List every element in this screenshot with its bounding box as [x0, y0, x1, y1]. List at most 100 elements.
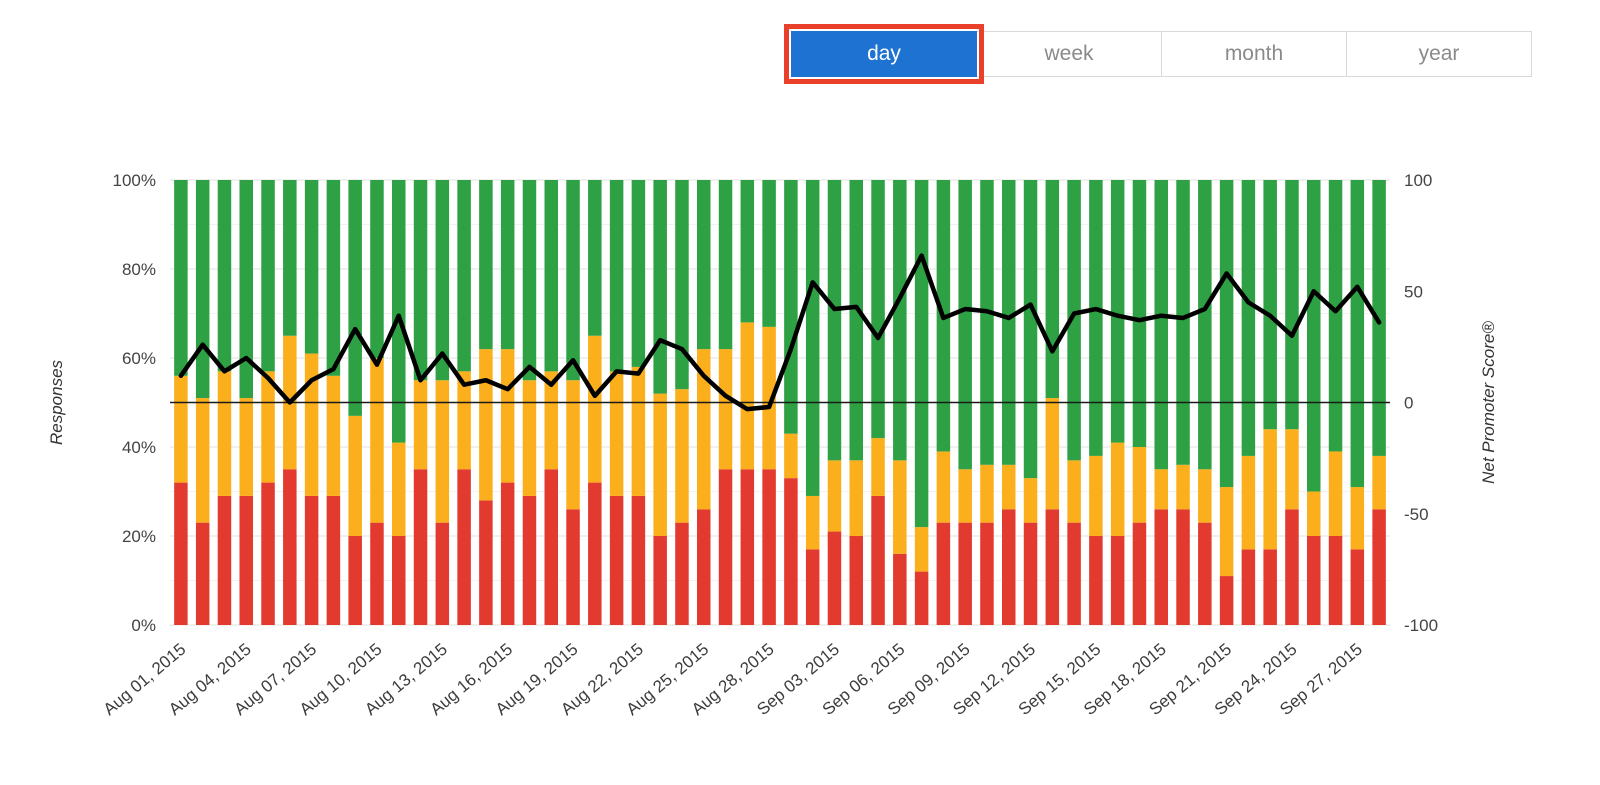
bar-passives[interactable]: [195, 398, 210, 523]
bar-detractors[interactable]: [1219, 576, 1234, 625]
bar-promoters[interactable]: [609, 180, 624, 372]
bar-promoters[interactable]: [1307, 180, 1321, 492]
bar-passives[interactable]: [1002, 464, 1016, 510]
bar-passives[interactable]: [675, 389, 689, 523]
bar-detractors[interactable]: [1002, 509, 1016, 625]
bar-detractors[interactable]: [631, 495, 646, 625]
bar-promoters[interactable]: [914, 180, 929, 528]
interval-button-day[interactable]: day: [784, 24, 984, 84]
bar-passives[interactable]: [326, 375, 341, 496]
bar-promoters[interactable]: [871, 180, 885, 439]
bar-passives[interactable]: [304, 353, 319, 496]
bar-passives[interactable]: [1023, 478, 1038, 523]
bar-detractors[interactable]: [1045, 509, 1060, 625]
bar-detractors[interactable]: [609, 495, 624, 625]
bar-passives[interactable]: [1285, 429, 1299, 510]
bar-promoters[interactable]: [1002, 180, 1016, 465]
bar-detractors[interactable]: [718, 469, 733, 625]
bar-promoters[interactable]: [1045, 180, 1060, 399]
bar-detractors[interactable]: [1154, 509, 1169, 625]
bar-detractors[interactable]: [871, 495, 885, 625]
bar-detractors[interactable]: [893, 553, 907, 625]
bar-promoters[interactable]: [718, 180, 733, 350]
bar-passives[interactable]: [697, 349, 711, 510]
bar-promoters[interactable]: [522, 180, 537, 381]
bar-detractors[interactable]: [653, 536, 667, 625]
bar-detractors[interactable]: [936, 522, 951, 625]
bar-detractors[interactable]: [195, 522, 210, 625]
bar-promoters[interactable]: [1154, 180, 1169, 470]
bar-passives[interactable]: [1198, 469, 1212, 523]
bar-passives[interactable]: [413, 380, 428, 470]
bar-promoters[interactable]: [1219, 180, 1234, 488]
bar-promoters[interactable]: [566, 180, 580, 381]
bar-detractors[interactable]: [435, 522, 450, 625]
bar-passives[interactable]: [871, 438, 885, 496]
bar-detractors[interactable]: [762, 469, 776, 625]
bar-promoters[interactable]: [1285, 180, 1299, 430]
bar-detractors[interactable]: [784, 478, 798, 625]
bar-promoters[interactable]: [261, 180, 275, 372]
bar-detractors[interactable]: [1067, 522, 1081, 625]
bar-passives[interactable]: [588, 335, 602, 483]
bar-passives[interactable]: [958, 469, 972, 523]
bar-passives[interactable]: [1110, 442, 1125, 536]
bar-detractors[interactable]: [1350, 549, 1365, 625]
bar-passives[interactable]: [1263, 429, 1277, 550]
bar-promoters[interactable]: [784, 180, 798, 434]
bar-passives[interactable]: [544, 371, 559, 470]
bar-passives[interactable]: [653, 393, 667, 536]
bar-promoters[interactable]: [413, 180, 428, 381]
bar-detractors[interactable]: [1328, 536, 1343, 625]
bar-passives[interactable]: [1307, 491, 1321, 537]
bar-passives[interactable]: [500, 349, 515, 483]
bar-passives[interactable]: [217, 371, 232, 496]
bar-passives[interactable]: [718, 349, 733, 470]
bar-promoters[interactable]: [1089, 180, 1103, 456]
bar-promoters[interactable]: [544, 180, 559, 372]
bar-promoters[interactable]: [827, 180, 842, 461]
bar-detractors[interactable]: [326, 495, 341, 625]
bar-promoters[interactable]: [348, 180, 362, 416]
bar-passives[interactable]: [980, 464, 994, 523]
bar-promoters[interactable]: [1198, 180, 1212, 470]
bar-detractors[interactable]: [675, 522, 689, 625]
bar-passives[interactable]: [740, 322, 755, 470]
bar-detractors[interactable]: [1372, 509, 1386, 625]
interval-button-month[interactable]: month: [1161, 31, 1347, 77]
bar-passives[interactable]: [1328, 451, 1343, 536]
bar-promoters[interactable]: [958, 180, 972, 470]
bar-passives[interactable]: [849, 460, 864, 536]
bar-detractors[interactable]: [1132, 522, 1147, 625]
bar-passives[interactable]: [174, 375, 188, 483]
bar-detractors[interactable]: [827, 531, 842, 625]
bar-passives[interactable]: [893, 460, 907, 554]
bar-detractors[interactable]: [174, 482, 188, 625]
bar-detractors[interactable]: [413, 469, 428, 625]
bar-detractors[interactable]: [304, 495, 319, 625]
bar-promoters[interactable]: [500, 180, 515, 350]
bar-passives[interactable]: [1154, 469, 1169, 510]
bar-promoters[interactable]: [1176, 180, 1190, 465]
bar-detractors[interactable]: [1241, 549, 1256, 625]
bar-passives[interactable]: [631, 366, 646, 496]
bar-promoters[interactable]: [326, 180, 341, 376]
bar-detractors[interactable]: [544, 469, 559, 625]
interval-button-year[interactable]: year: [1346, 31, 1532, 77]
bar-passives[interactable]: [261, 371, 275, 483]
bar-detractors[interactable]: [457, 469, 471, 625]
bar-promoters[interactable]: [588, 180, 602, 336]
bar-passives[interactable]: [457, 371, 471, 470]
bar-detractors[interactable]: [958, 522, 972, 625]
bar-promoters[interactable]: [1372, 180, 1386, 456]
bar-detractors[interactable]: [261, 482, 275, 625]
bar-detractors[interactable]: [1110, 536, 1125, 625]
bar-detractors[interactable]: [1176, 509, 1190, 625]
bar-promoters[interactable]: [1132, 180, 1147, 447]
bar-passives[interactable]: [522, 380, 537, 496]
bar-detractors[interactable]: [370, 522, 384, 625]
bar-promoters[interactable]: [217, 180, 232, 372]
bar-promoters[interactable]: [980, 180, 994, 465]
bar-passives[interactable]: [392, 442, 406, 536]
bar-detractors[interactable]: [348, 536, 362, 625]
